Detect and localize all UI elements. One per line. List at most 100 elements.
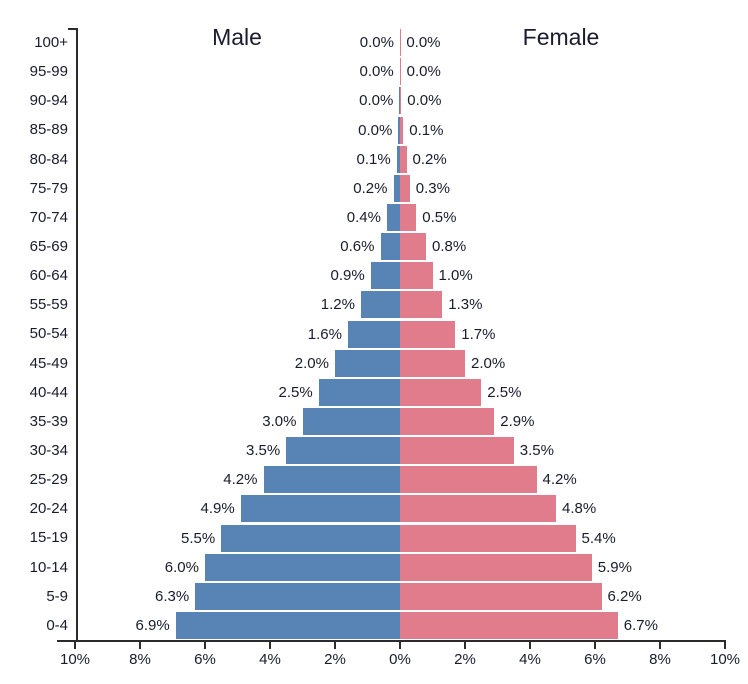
female-bar	[400, 262, 433, 290]
female-bar	[400, 407, 495, 435]
male-value-label: 0.0%	[359, 92, 394, 110]
age-axis-label: 90-94	[29, 92, 68, 110]
male-bar	[302, 407, 400, 435]
female-value-label: 0.0%	[406, 63, 441, 81]
male-value-label: 0.0%	[358, 121, 393, 139]
female-value-label: 0.5%	[422, 208, 457, 226]
x-axis-tick	[204, 640, 206, 649]
male-bar	[361, 291, 400, 319]
x-tick-label: 0%	[389, 651, 411, 668]
male-bar	[380, 233, 400, 261]
male-value-label: 1.2%	[320, 296, 355, 314]
x-axis-tick	[334, 640, 336, 649]
female-title: Female	[522, 24, 600, 50]
female-bar	[400, 378, 482, 406]
x-tick-label: 2%	[324, 651, 346, 668]
male-bar	[318, 378, 400, 406]
male-value-label: 2.5%	[278, 383, 313, 401]
age-axis-label: 35-39	[29, 412, 68, 430]
x-tick-label: 2%	[454, 651, 476, 668]
x-axis-tick	[464, 640, 466, 649]
x-tick-label: 6%	[584, 651, 606, 668]
age-axis-label: 75-79	[29, 179, 68, 197]
female-value-label: 2.0%	[471, 354, 506, 372]
male-bar	[370, 262, 400, 290]
y-axis-top-tick	[68, 28, 77, 30]
female-bar	[400, 116, 404, 144]
female-value-label: 5.4%	[581, 529, 616, 547]
age-axis-label: 0-4	[46, 616, 68, 634]
age-axis-label: 5-9	[46, 587, 68, 605]
female-value-label: 0.8%	[432, 238, 467, 256]
x-tick-label: 6%	[194, 651, 216, 668]
female-value-label: 1.3%	[448, 296, 483, 314]
male-bar	[221, 524, 400, 552]
female-value-label: 1.0%	[438, 267, 473, 285]
age-axis-label: 65-69	[29, 238, 68, 255]
age-axis-label: 85-89	[29, 121, 68, 139]
male-bar	[263, 466, 400, 494]
age-axis-label: 20-24	[29, 500, 68, 518]
male-title: Male	[212, 24, 262, 50]
male-value-label: 5.5%	[181, 529, 216, 547]
male-bar	[205, 553, 400, 581]
male-bar	[398, 116, 400, 144]
male-bar	[195, 582, 400, 610]
x-axis-tick	[659, 640, 661, 649]
male-value-label: 3.0%	[262, 412, 297, 430]
female-bar	[400, 553, 592, 581]
female-value-label: 0.1%	[409, 121, 444, 139]
male-bar	[175, 611, 400, 639]
x-tick-label: 10%	[59, 651, 91, 668]
male-value-label: 0.4%	[346, 208, 381, 226]
male-value-label: 6.3%	[155, 587, 190, 605]
x-tick-label: 8%	[649, 651, 671, 668]
x-axis-line	[57, 640, 725, 642]
female-bar	[400, 466, 537, 494]
age-axis-label: 95-99	[29, 63, 68, 81]
x-tick-label: 4%	[259, 651, 281, 668]
female-bar	[400, 524, 576, 552]
female-bar	[400, 203, 417, 231]
male-bar	[396, 145, 400, 173]
male-bar	[387, 203, 400, 231]
female-value-label: 4.2%	[542, 471, 577, 489]
age-axis-label: 15-19	[29, 529, 68, 547]
female-value-label: 0.0%	[406, 34, 441, 52]
age-axis-label: 100+	[34, 34, 68, 51]
female-bar	[400, 582, 602, 610]
male-value-label: 0.0%	[359, 34, 394, 52]
x-axis-tick	[74, 640, 76, 649]
female-bar	[400, 145, 407, 173]
male-bar	[335, 349, 400, 377]
male-value-label: 3.5%	[246, 442, 281, 460]
female-value-label: 0.3%	[415, 179, 450, 197]
female-bar	[400, 611, 618, 639]
age-axis-label: 70-74	[29, 208, 68, 226]
male-value-label: 0.2%	[353, 179, 388, 197]
male-value-label: 1.6%	[307, 325, 342, 343]
female-value-label: 2.9%	[500, 412, 535, 430]
female-bar	[400, 87, 402, 115]
y-axis-spine	[76, 28, 78, 640]
male-value-label: 4.9%	[200, 500, 235, 518]
x-axis-tick	[529, 640, 531, 649]
female-value-label: 4.8%	[562, 500, 597, 518]
female-value-label: 2.5%	[487, 383, 522, 401]
x-axis-tick	[594, 640, 596, 649]
female-value-label: 3.5%	[519, 442, 554, 460]
male-value-label: 0.0%	[359, 63, 394, 81]
x-axis-tick	[399, 640, 401, 649]
age-axis-label: 80-84	[29, 150, 68, 168]
x-axis-tick	[269, 640, 271, 649]
male-value-label: 0.1%	[356, 150, 391, 168]
female-bar	[400, 291, 443, 319]
female-value-label: 0.2%	[412, 150, 447, 168]
female-value-label: 5.9%	[597, 558, 632, 576]
male-value-label: 6.9%	[135, 616, 170, 634]
female-bar	[400, 58, 401, 86]
male-bar	[286, 437, 400, 465]
male-value-label: 2.0%	[294, 354, 329, 372]
age-axis-label: 30-34	[29, 442, 68, 459]
